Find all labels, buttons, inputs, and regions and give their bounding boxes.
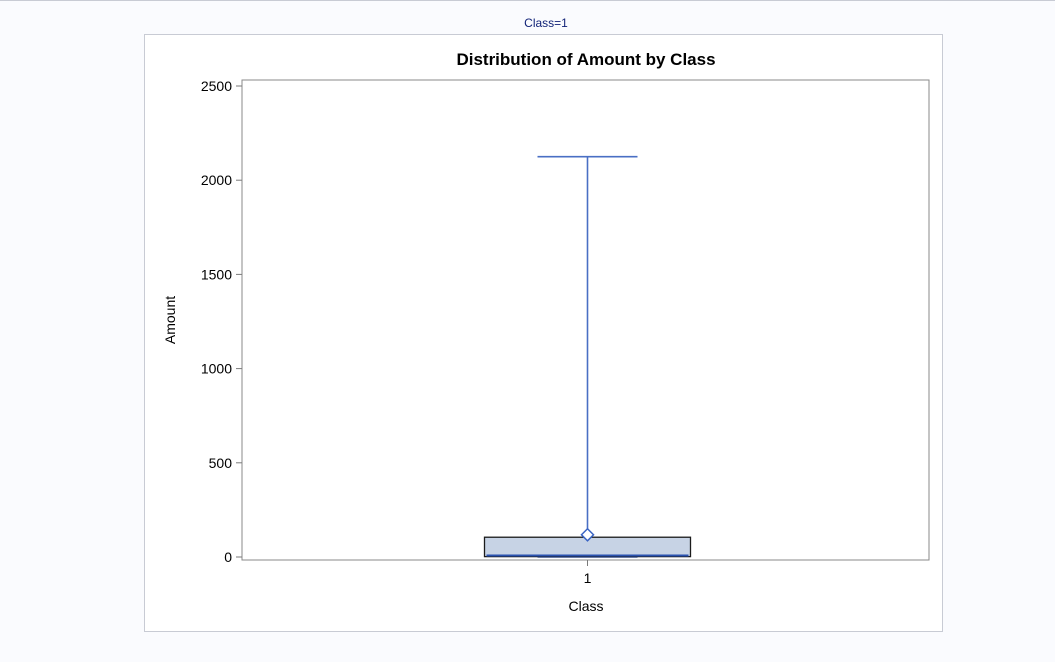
- top-divider: [0, 0, 1055, 1]
- box-series: [483, 155, 692, 558]
- y-tick-label-1500: 1500: [201, 266, 232, 282]
- y-axis: 0 500 1000 1500 2000 2500: [201, 78, 242, 565]
- y-tick-label-0: 0: [224, 549, 232, 565]
- x-axis: 1: [584, 560, 592, 586]
- y-tick-label-1000: 1000: [201, 361, 232, 377]
- by-group-label: Class=1: [524, 16, 568, 30]
- x-axis-label: Class: [568, 598, 603, 614]
- y-tick-label-500: 500: [209, 455, 233, 471]
- chart-frame: Distribution of Amount by Class 0 500 1000…: [144, 34, 943, 632]
- chart-title: Distribution of Amount by Class: [456, 50, 715, 69]
- y-tick-label-2000: 2000: [201, 172, 232, 188]
- y-tick-label-2500: 2500: [201, 78, 232, 94]
- y-axis-label: Amount: [162, 296, 178, 344]
- box-plot: Distribution of Amount by Class 0 500 1000…: [162, 50, 930, 614]
- x-tick-label-1: 1: [584, 570, 592, 586]
- plot-area: [241, 79, 930, 561]
- mean-marker: [580, 527, 595, 542]
